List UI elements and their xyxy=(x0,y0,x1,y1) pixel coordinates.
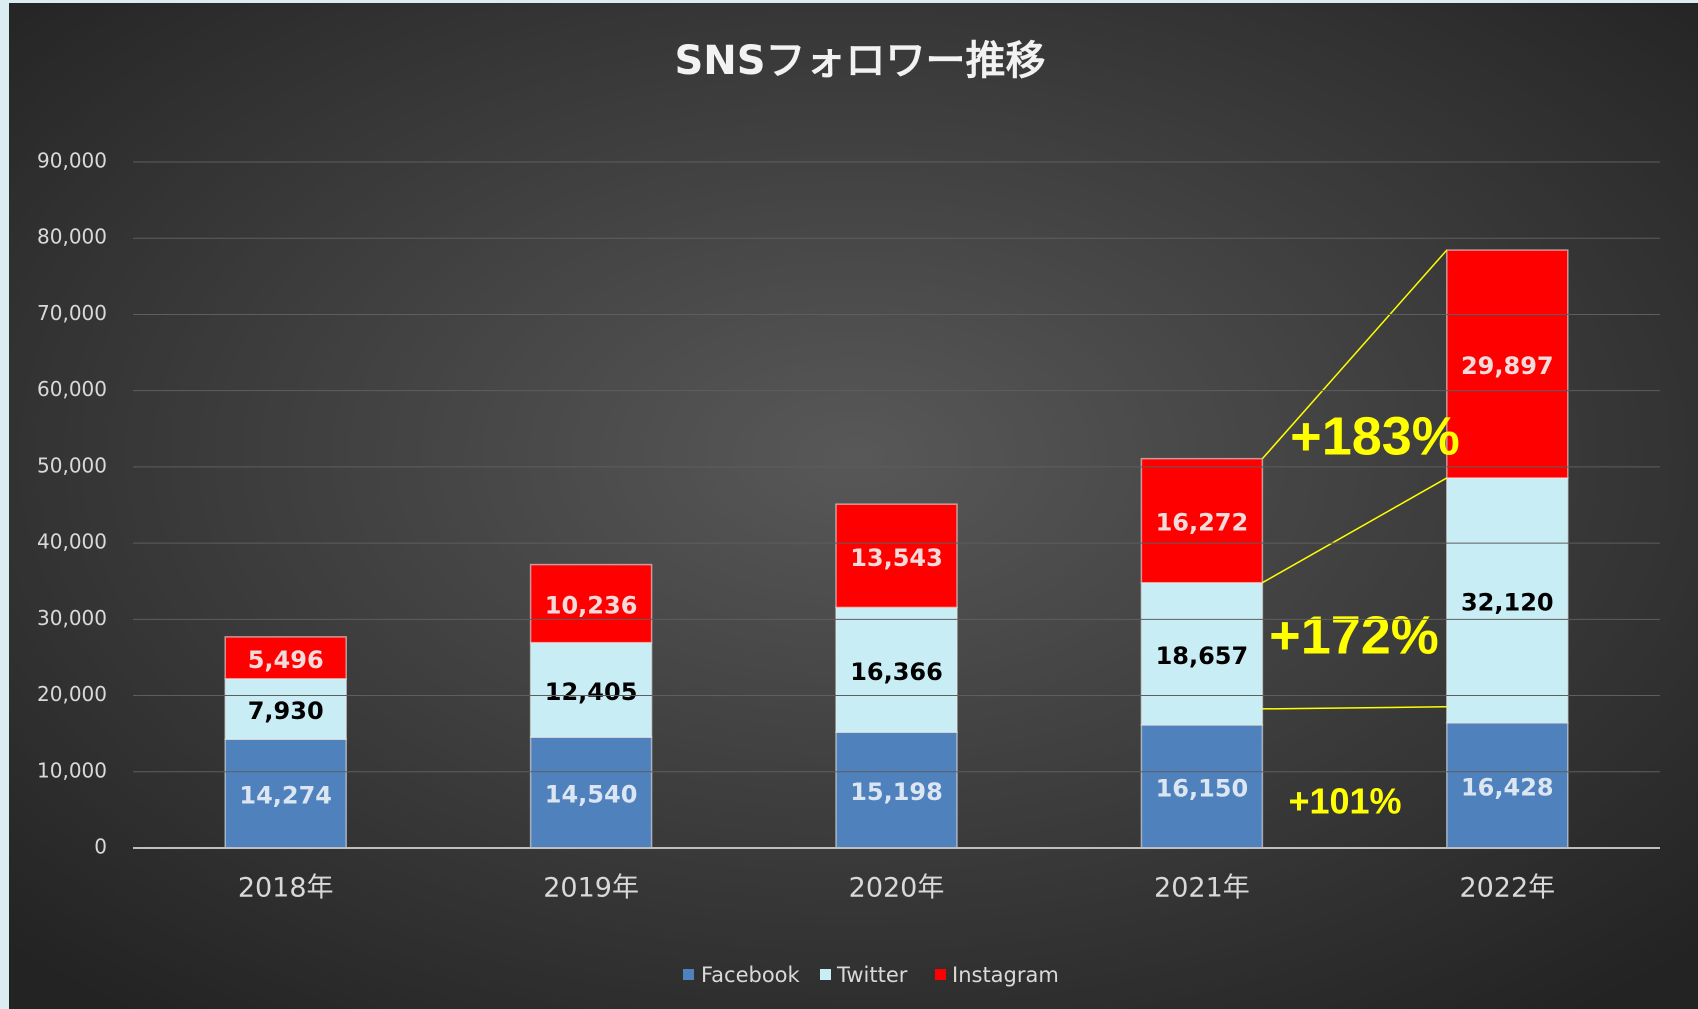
legend-label: Instagram xyxy=(952,963,1059,987)
x-tick-label: 2019年 xyxy=(543,873,639,904)
x-tick-label: 2020年 xyxy=(849,873,945,904)
data-label: 7,930 xyxy=(248,697,324,725)
data-label: 18,657 xyxy=(1156,642,1249,670)
legend-swatch xyxy=(683,969,694,980)
y-tick-label: 20,000 xyxy=(37,682,107,706)
x-tick-label: 2022年 xyxy=(1459,873,1555,904)
data-label: 14,540 xyxy=(545,781,638,809)
data-label: 32,120 xyxy=(1461,588,1554,616)
legend-label: Twitter xyxy=(836,963,908,987)
bar-segment xyxy=(835,606,958,733)
data-label: 10,236 xyxy=(545,592,638,620)
legend-swatch xyxy=(935,969,946,980)
data-label: 16,366 xyxy=(850,658,943,686)
data-label: 15,198 xyxy=(850,778,943,806)
data-label: 13,543 xyxy=(850,544,943,572)
x-tick-label: 2018年 xyxy=(238,873,334,904)
bar-segment xyxy=(224,636,347,680)
bar-segment xyxy=(1446,722,1569,849)
data-label: 14,274 xyxy=(239,782,332,810)
data-label: 16,272 xyxy=(1156,509,1249,537)
y-tick-label: 0 xyxy=(94,835,107,859)
connector xyxy=(1261,249,1448,460)
bar-segment xyxy=(529,641,653,738)
y-tick-label: 90,000 xyxy=(37,149,107,173)
chart-title: SNSフォロワー推移 xyxy=(674,38,1045,84)
y-tick-label: 40,000 xyxy=(37,530,107,554)
data-label: 29,897 xyxy=(1461,352,1554,380)
bar-segment xyxy=(1140,457,1264,584)
annotation: +183% xyxy=(1290,406,1460,466)
data-label: 16,428 xyxy=(1461,773,1554,801)
legend-swatch xyxy=(820,969,831,980)
y-tick-label: 80,000 xyxy=(37,225,107,249)
bar-segment xyxy=(835,731,958,849)
bar-segment xyxy=(1446,249,1569,479)
y-tick-label: 10,000 xyxy=(37,758,107,782)
bar-segment xyxy=(224,738,347,849)
data-label: 12,405 xyxy=(545,678,638,706)
y-tick-label: 50,000 xyxy=(37,453,107,477)
connector xyxy=(1262,477,1448,584)
bar-segment xyxy=(835,503,958,609)
data-label: 16,150 xyxy=(1156,774,1249,802)
annotation: +172% xyxy=(1269,605,1439,665)
bar-segment xyxy=(1140,581,1264,726)
y-tick-label: 70,000 xyxy=(37,301,107,325)
y-tick-label: 30,000 xyxy=(37,606,107,630)
connector xyxy=(1262,706,1447,710)
y-tick-label: 60,000 xyxy=(37,377,107,401)
x-tick-label: 2021年 xyxy=(1154,873,1250,904)
legend-label: Facebook xyxy=(701,963,801,987)
annotation: +101% xyxy=(1288,781,1401,822)
data-label: 5,496 xyxy=(248,646,324,674)
bar-segment xyxy=(529,563,653,644)
bar-segment xyxy=(1446,477,1569,724)
